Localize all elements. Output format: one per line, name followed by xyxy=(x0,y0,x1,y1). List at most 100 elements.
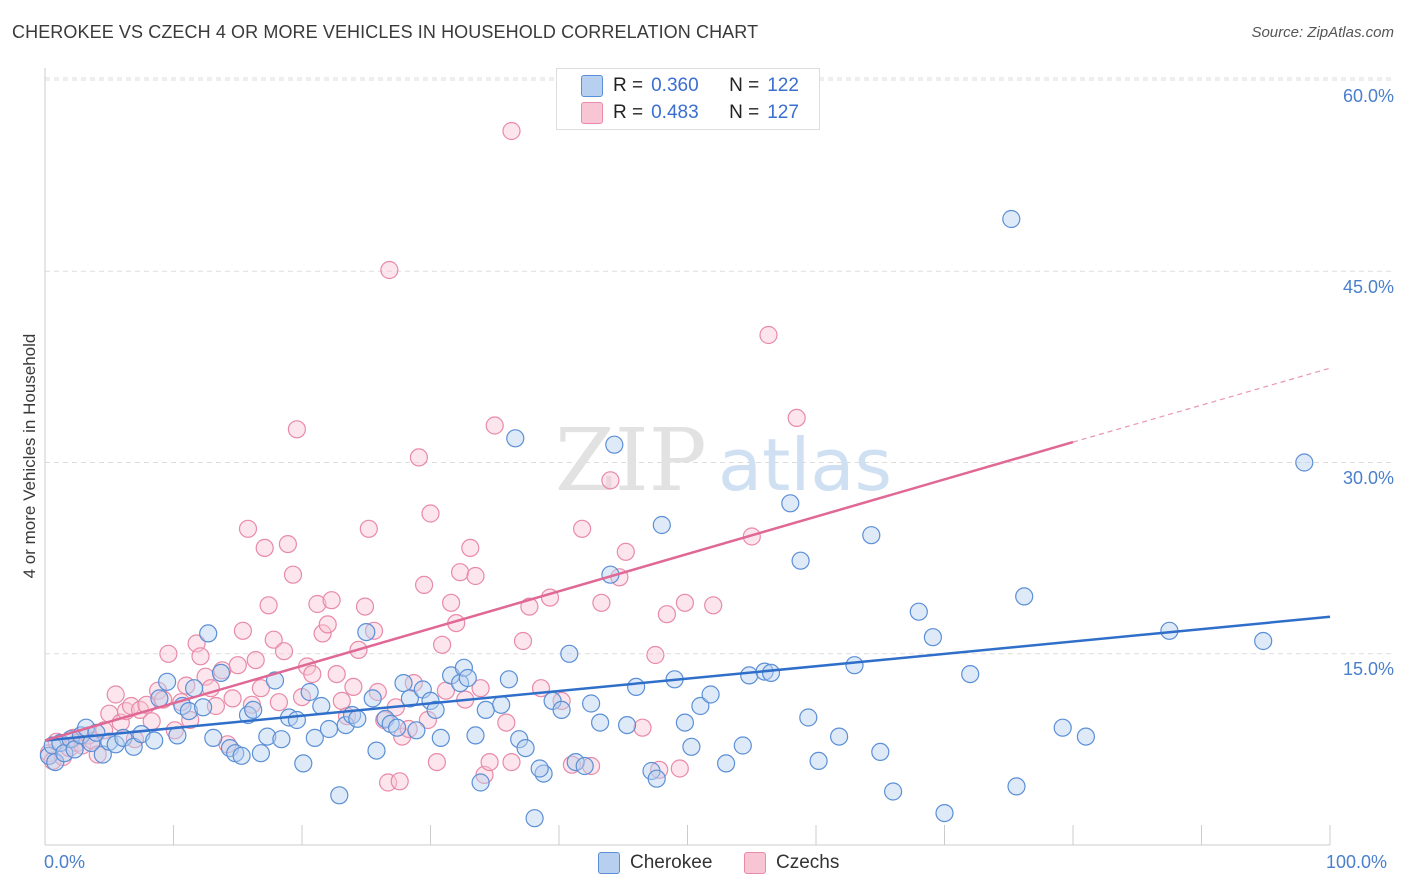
czech-point-24 xyxy=(165,721,184,740)
czech-point-35 xyxy=(223,689,242,708)
czech-point-45 xyxy=(269,693,288,712)
y-axis-label: 4 or more Vehicles in Household xyxy=(20,333,39,579)
cherokee-point-91 xyxy=(675,713,695,732)
cherokee-point-40 xyxy=(300,682,319,702)
cherokee-point-26 xyxy=(204,728,223,748)
czech-points xyxy=(39,70,806,792)
cherokee-point-94 xyxy=(701,685,720,704)
cherokee-point-59 xyxy=(426,700,445,720)
czech-point-13 xyxy=(106,685,125,704)
cherokee-point-56 xyxy=(407,721,426,740)
cherokee-point-77 xyxy=(552,700,571,720)
cherokee-point-80 xyxy=(575,756,594,776)
czech-point-86 xyxy=(466,566,485,586)
cherokee-point-114 xyxy=(1007,777,1026,796)
cherokee-point-84 xyxy=(605,435,624,454)
czech-point-104 xyxy=(616,542,635,561)
czech-point-56 xyxy=(322,591,341,610)
cherokee-point-103 xyxy=(809,751,828,771)
czech-trend-line xyxy=(44,440,1074,742)
cherokee-point-19 xyxy=(158,672,177,691)
cherokee-point-69 xyxy=(499,670,518,689)
czech-point-68 xyxy=(380,260,399,280)
czech-point-42 xyxy=(255,538,274,558)
czech-point-113 xyxy=(759,325,778,345)
czech-point-52 xyxy=(303,664,322,684)
czech-point-93 xyxy=(513,631,533,651)
cherokee-point-35 xyxy=(265,671,285,690)
cherokee-point-110 xyxy=(923,628,943,647)
cherokee-point-54 xyxy=(394,673,413,693)
cherokee-point-92 xyxy=(682,737,701,756)
czech-point-74 xyxy=(409,448,428,467)
bottom-legend-czech: Czechs xyxy=(744,852,839,874)
cherokee-point-99 xyxy=(761,663,781,683)
cherokee-point-119 xyxy=(1254,631,1273,651)
y-tick-label-30: 30.0% xyxy=(1342,468,1394,488)
czech-point-58 xyxy=(332,691,351,711)
czech-point-40 xyxy=(246,650,265,670)
cherokee-point-30 xyxy=(232,746,251,765)
cherokee-point-58 xyxy=(421,691,440,711)
legend-r-czech: 0.483 xyxy=(651,102,699,123)
y-tick-label-45: 45.0% xyxy=(1342,277,1394,297)
czech-point-76 xyxy=(418,710,437,730)
watermark: ZIP atlas xyxy=(555,411,892,511)
czech-point-78 xyxy=(427,752,446,772)
czech-point-77 xyxy=(421,504,440,523)
cherokee-point-97 xyxy=(740,666,759,685)
cherokee-point-93 xyxy=(691,696,710,716)
cherokee-point-64 xyxy=(458,668,477,688)
cherokee-point-9 xyxy=(82,733,101,753)
cherokee-point-25 xyxy=(199,624,218,643)
cherokee-points xyxy=(39,209,1314,828)
cherokee-point-70 xyxy=(506,429,525,448)
czech-point-79 xyxy=(433,635,452,654)
czech-point-73 xyxy=(404,673,423,693)
cherokee-point-86 xyxy=(626,677,646,697)
x-axis-ticks xyxy=(44,825,1331,845)
cherokee-point-88 xyxy=(647,769,666,788)
cherokee-point-115 xyxy=(1015,587,1034,606)
czech-point-43 xyxy=(259,596,278,615)
czech-point-83 xyxy=(451,563,470,582)
cherokee-point-108 xyxy=(883,782,903,801)
czech-point-37 xyxy=(233,621,252,640)
cherokee-point-39 xyxy=(294,754,313,773)
cherokee-point-55 xyxy=(400,689,419,708)
cherokee-point-43 xyxy=(319,719,339,739)
cherokee-point-49 xyxy=(363,689,382,708)
czech-point-92 xyxy=(502,752,521,772)
czech-point-102 xyxy=(601,471,620,490)
bottom-legend-swatch-czech xyxy=(744,852,766,874)
czech-point-75 xyxy=(415,575,434,595)
cherokee-trend-line xyxy=(44,615,1331,742)
cherokee-point-33 xyxy=(251,744,270,763)
cherokee-point-63 xyxy=(454,658,473,677)
cherokee-point-102 xyxy=(799,708,818,727)
y-tick-label-60: 60.0% xyxy=(1342,86,1394,106)
cherokee-point-66 xyxy=(471,773,490,792)
cherokee-point-101 xyxy=(791,551,810,570)
cherokee-point-120 xyxy=(1295,453,1314,472)
cherokee-point-34 xyxy=(258,727,277,746)
legend-n-czech: 127 xyxy=(767,102,799,123)
czech-point-49 xyxy=(287,420,306,439)
cherokee-point-111 xyxy=(935,803,954,823)
czech-point-115 xyxy=(787,408,806,427)
cherokee-point-24 xyxy=(194,698,213,717)
czech-point-111 xyxy=(704,596,723,615)
cherokee-point-71 xyxy=(510,730,529,749)
cherokee-point-112 xyxy=(961,664,980,684)
cherokee-point-45 xyxy=(336,715,355,735)
czech-point-47 xyxy=(278,534,297,554)
cherokee-point-44 xyxy=(330,786,349,805)
czech-point-110 xyxy=(675,593,695,612)
bottom-legend-swatch-cherokee xyxy=(598,852,620,874)
czech-point-48 xyxy=(283,565,303,584)
czech-point-64 xyxy=(364,621,384,640)
cherokee-point-107 xyxy=(871,742,890,762)
cherokee-point-27 xyxy=(211,663,231,683)
bottom-legend-label-czech: Czechs xyxy=(776,852,840,873)
legend-r-cherokee: 0.360 xyxy=(651,75,699,96)
